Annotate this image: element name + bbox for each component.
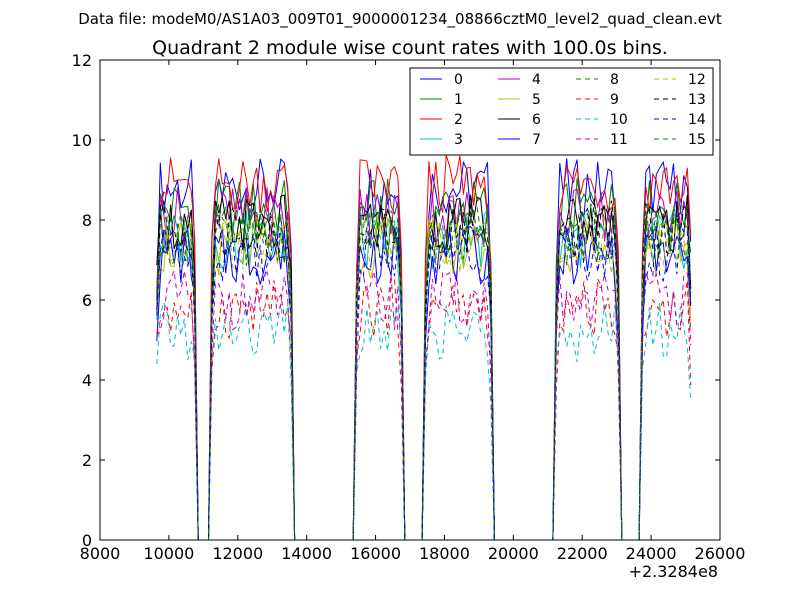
series-line-15 — [156, 202, 692, 541]
chart-suptitle: Data file: modeM0/AS1A03_009T01_90000012… — [78, 10, 722, 29]
x-tick-label: 18000 — [419, 544, 470, 563]
y-tick-label: 10 — [72, 131, 92, 150]
y-tick-label: 12 — [72, 51, 92, 70]
x-tick-label: 10000 — [143, 544, 194, 563]
y-tick-label: 2 — [82, 451, 92, 470]
x-tick-label: 16000 — [350, 544, 401, 563]
series-line-8 — [156, 206, 692, 541]
x-tick-label: 14000 — [281, 544, 332, 563]
legend-label-3: 3 — [454, 132, 463, 148]
x-tick-label: 26000 — [695, 544, 746, 563]
legend-label-14: 14 — [688, 112, 706, 128]
legend-label-4: 4 — [532, 72, 541, 88]
legend-label-1: 1 — [454, 92, 463, 108]
series-line-14 — [156, 223, 692, 541]
legend-label-10: 10 — [610, 112, 628, 128]
x-tick-label: 20000 — [488, 544, 539, 563]
series-line-11 — [156, 270, 692, 541]
legend-label-5: 5 — [532, 92, 541, 108]
legend-label-15: 15 — [688, 132, 706, 148]
y-tick-label: 4 — [82, 371, 92, 390]
x-tick-label: 22000 — [557, 544, 608, 563]
legend-label-8: 8 — [610, 72, 619, 88]
series-layer — [156, 155, 692, 541]
x-offset-label: +2.3284e8 — [629, 562, 718, 581]
legend-label-0: 0 — [454, 72, 463, 88]
x-tick-label: 12000 — [212, 544, 263, 563]
legend-label-6: 6 — [532, 112, 541, 128]
y-tick-label: 0 — [82, 531, 92, 550]
legend-label-13: 13 — [688, 92, 706, 108]
legend-label-7: 7 — [532, 132, 541, 148]
axis-ticks: 8000 10000 12000 14000 16000 18000 20000 22000 2… — [72, 51, 746, 563]
x-tick-label: 24000 — [626, 544, 677, 563]
legend-box — [409, 67, 714, 156]
x-tick-label: 8000 — [80, 544, 121, 563]
legend-label-12: 12 — [688, 72, 706, 88]
chart-title: Quadrant 2 module wise count rates with … — [152, 37, 668, 59]
legend-label-9: 9 — [610, 92, 619, 108]
legend-label-2: 2 — [454, 112, 463, 128]
series-line-10 — [156, 300, 692, 541]
y-tick-label: 6 — [82, 291, 92, 310]
y-tick-label: 8 — [82, 211, 92, 230]
legend-label-11: 11 — [610, 132, 628, 148]
